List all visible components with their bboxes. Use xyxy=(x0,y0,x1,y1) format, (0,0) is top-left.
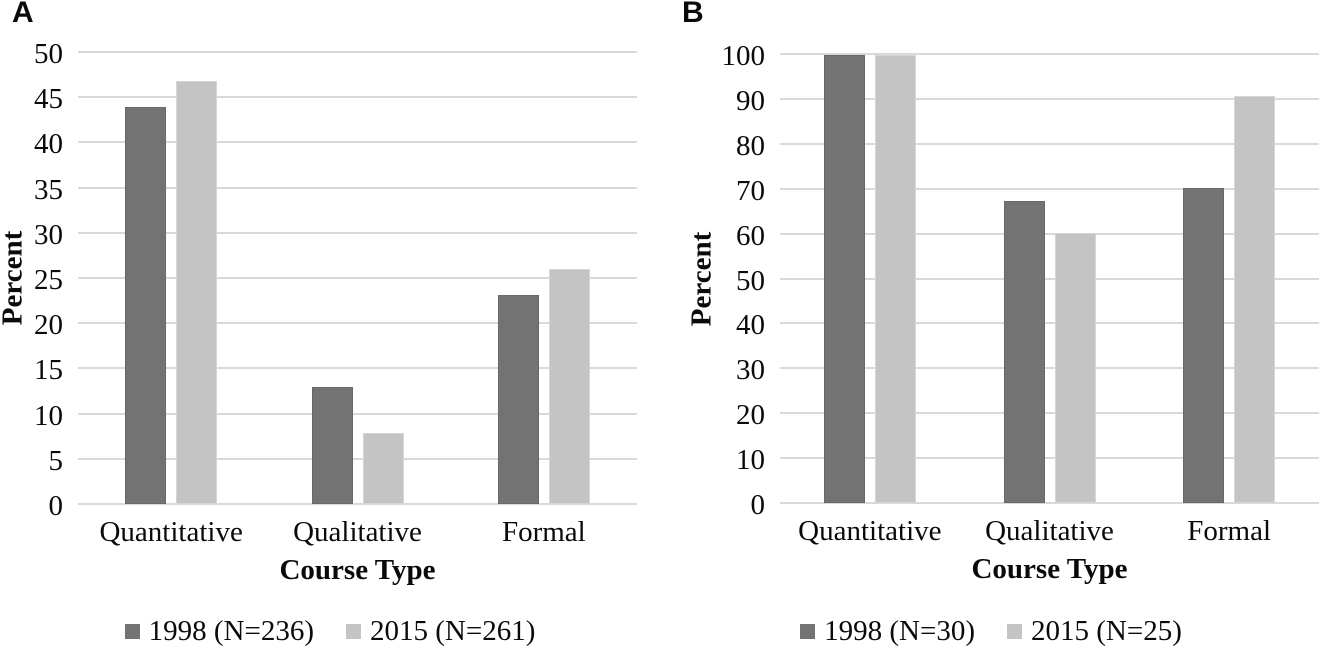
legend-label-2015: 2015 (N=261) xyxy=(370,614,536,647)
y-tick-label-40: 40 xyxy=(34,128,63,161)
y-tick-label-40: 40 xyxy=(736,309,765,342)
y-tick-label-90: 90 xyxy=(736,84,765,117)
legend-swatch-2015 xyxy=(1007,623,1022,639)
panel-letter-b: B xyxy=(682,0,704,29)
gridline-100 xyxy=(780,53,1319,55)
y-tick-label-25: 25 xyxy=(34,264,63,296)
panel-a: A Percent 50 45 40 35 30 25 20 15 10 5 0 Quantitative… xyxy=(0,0,660,653)
category-label-quantitative: Quantitative xyxy=(99,516,243,548)
y-tick-label-5: 5 xyxy=(48,444,64,477)
gridline-50 xyxy=(780,277,1319,280)
category-label-qualitative: Qualitative xyxy=(293,516,422,548)
bar-1998-formal xyxy=(1183,187,1225,503)
bar-2015-formal xyxy=(1234,95,1276,503)
gridline-40 xyxy=(78,141,637,144)
gridline-30 xyxy=(78,231,637,234)
category-label-formal: Formal xyxy=(501,516,586,548)
gridline-20 xyxy=(78,322,637,325)
y-tick-label-100: 100 xyxy=(721,40,766,72)
y-tick-label-60: 60 xyxy=(736,219,765,252)
y-tick-label-10: 10 xyxy=(736,444,765,477)
legend: 1998 (N=236) 2015 (N=261) xyxy=(0,614,660,648)
y-tick-label-10: 10 xyxy=(34,399,63,432)
category-label-quantitative: Quantitative xyxy=(798,515,942,547)
gridline-80 xyxy=(780,142,1319,145)
gridline-60 xyxy=(780,232,1319,235)
legend-swatch-1998 xyxy=(124,623,140,639)
legend-swatch-1998 xyxy=(800,623,816,639)
y-tick-label-0: 0 xyxy=(48,490,64,522)
gridline-40 xyxy=(780,322,1319,325)
gridline-35 xyxy=(78,186,637,189)
gridline-70 xyxy=(780,187,1319,190)
bar-1998-quantitative xyxy=(823,55,865,503)
legend-item-1998: 1998 (N=236) xyxy=(124,614,314,647)
bar-2015-quantitative xyxy=(874,55,916,503)
bar-2015-qualitative xyxy=(362,432,404,504)
bar-1998-formal xyxy=(497,295,539,504)
legend: 1998 (N=30) 2015 (N=25) xyxy=(660,614,1322,648)
y-tick-label-70: 70 xyxy=(736,174,765,207)
bar-2015-quantitative xyxy=(176,80,218,504)
bar-2015-qualitative xyxy=(1054,232,1096,503)
bar-2015-formal xyxy=(548,268,590,504)
gridline-15 xyxy=(78,367,637,370)
y-tick-label-30: 30 xyxy=(34,218,63,251)
gridline-20 xyxy=(780,412,1319,415)
y-tick-label-15: 15 xyxy=(34,354,63,387)
gridline-90 xyxy=(780,97,1319,100)
gridline-0 xyxy=(780,502,1319,504)
y-tick-label-20: 20 xyxy=(736,399,765,432)
y-tick-label-30: 30 xyxy=(736,354,765,387)
y-tick-label-50: 50 xyxy=(34,38,63,70)
gridline-10 xyxy=(78,412,637,415)
category-label-formal: Formal xyxy=(1187,515,1272,547)
y-tick-label-0: 0 xyxy=(750,489,766,521)
x-axis-title: Course Type xyxy=(971,553,1128,585)
y-tick-label-45: 45 xyxy=(34,83,63,116)
legend-label-2015: 2015 (N=25) xyxy=(1031,614,1182,647)
y-tick-label-35: 35 xyxy=(34,173,63,206)
gridline-50 xyxy=(78,51,637,53)
y-tick-label-80: 80 xyxy=(736,129,765,162)
bar-1998-quantitative xyxy=(125,107,167,504)
legend-label-1998: 1998 (N=236) xyxy=(148,614,314,647)
gridline-45 xyxy=(78,96,637,99)
gridline-30 xyxy=(780,367,1319,370)
gridline-25 xyxy=(78,277,637,279)
panel-letter-a: A xyxy=(12,0,34,29)
legend-item-2015: 2015 (N=261) xyxy=(346,614,536,647)
y-tick-label-20: 20 xyxy=(34,309,63,342)
bar-1998-qualitative xyxy=(1003,201,1045,503)
legend-item-1998: 1998 (N=30) xyxy=(800,614,975,647)
panel-b: B Percent 100 90 80 70 60 50 40 30 20 10 0 Quantitati… xyxy=(660,0,1322,653)
gridline-5 xyxy=(78,457,637,460)
legend-label-1998: 1998 (N=30) xyxy=(824,614,975,647)
gridline-10 xyxy=(780,457,1319,460)
bar-1998-qualitative xyxy=(311,387,353,504)
y-tick-label-50: 50 xyxy=(736,264,765,297)
category-label-qualitative: Qualitative xyxy=(985,515,1114,547)
x-axis-title: Course Type xyxy=(279,554,436,586)
legend-item-2015: 2015 (N=25) xyxy=(1007,614,1182,647)
gridline-0 xyxy=(78,503,637,505)
legend-swatch-2015 xyxy=(346,623,361,639)
